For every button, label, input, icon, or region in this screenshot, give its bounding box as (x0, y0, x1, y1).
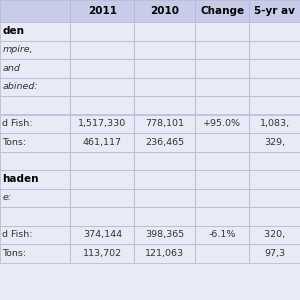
Bar (249, 115, 300, 133)
Bar (195, 115, 249, 133)
Text: haden: haden (2, 174, 39, 184)
Bar (249, 133, 300, 152)
Text: and: and (2, 64, 20, 73)
Text: 2011: 2011 (88, 6, 117, 16)
Bar (195, 22, 249, 40)
Bar (70, 133, 134, 152)
Bar (0, 244, 70, 262)
Bar (134, 115, 195, 133)
Bar (0, 207, 70, 226)
Bar (134, 244, 195, 262)
Bar (195, 244, 249, 262)
Bar (70, 170, 134, 188)
Bar (134, 188, 195, 207)
Text: 329,: 329, (264, 138, 285, 147)
Text: den: den (2, 26, 24, 36)
Bar (195, 133, 249, 152)
Bar (195, 170, 249, 188)
Bar (0, 226, 70, 244)
Bar (134, 152, 195, 170)
Text: Tons:: Tons: (2, 138, 26, 147)
Text: 236,465: 236,465 (145, 138, 184, 147)
Bar (195, 59, 249, 77)
Bar (134, 59, 195, 77)
Text: 97,3: 97,3 (264, 249, 285, 258)
Bar (249, 152, 300, 170)
Text: +95.0%: +95.0% (203, 119, 241, 128)
Bar (134, 22, 195, 40)
Bar (195, 152, 249, 170)
Bar (0, 133, 70, 152)
Bar (0, 22, 70, 40)
Bar (70, 188, 134, 207)
Bar (0, 188, 70, 207)
Bar (134, 207, 195, 226)
Text: -6.1%: -6.1% (208, 230, 236, 239)
Bar (249, 40, 300, 59)
Bar (249, 226, 300, 244)
Text: 1,083,: 1,083, (260, 119, 290, 128)
Bar (195, 96, 249, 115)
Bar (249, 188, 300, 207)
Bar (249, 96, 300, 115)
Text: 121,063: 121,063 (145, 249, 184, 258)
Bar (70, 115, 134, 133)
Bar (134, 133, 195, 152)
Bar (0, 170, 70, 188)
Bar (0, 96, 70, 115)
Bar (0, 0, 70, 22)
Text: 320,⁠: 320,⁠ (264, 230, 285, 239)
Bar (249, 170, 300, 188)
Bar (70, 244, 134, 262)
Bar (0, 59, 70, 77)
Bar (134, 96, 195, 115)
Bar (249, 0, 300, 22)
Text: 113,702: 113,702 (83, 249, 122, 258)
Bar (70, 77, 134, 96)
Bar (195, 207, 249, 226)
Bar (70, 40, 134, 59)
Bar (134, 170, 195, 188)
Bar (0, 152, 70, 170)
Bar (0, 40, 70, 59)
Bar (195, 188, 249, 207)
Bar (70, 0, 134, 22)
Bar (195, 226, 249, 244)
Text: 1,517,330: 1,517,330 (78, 119, 127, 128)
Bar (249, 207, 300, 226)
Text: Tons:: Tons: (2, 249, 26, 258)
Text: 5-yr av⁠: 5-yr av⁠ (254, 6, 295, 16)
Text: d Fish:: d Fish: (2, 119, 33, 128)
Bar (249, 77, 300, 96)
Text: 778,101: 778,101 (145, 119, 184, 128)
Bar (249, 22, 300, 40)
Text: 398,365: 398,365 (145, 230, 184, 239)
Text: 374,144: 374,144 (83, 230, 122, 239)
Bar (195, 40, 249, 59)
Text: 461,117: 461,117 (83, 138, 122, 147)
Bar (249, 244, 300, 262)
Bar (70, 59, 134, 77)
Bar (70, 207, 134, 226)
Bar (134, 0, 195, 22)
Bar (134, 77, 195, 96)
Bar (70, 22, 134, 40)
Bar (195, 0, 249, 22)
Text: e:: e: (2, 193, 11, 202)
Text: Change: Change (200, 6, 244, 16)
Text: abined:: abined: (2, 82, 38, 91)
Bar (249, 59, 300, 77)
Bar (134, 226, 195, 244)
Text: d Fish:: d Fish: (2, 230, 33, 239)
Bar (70, 96, 134, 115)
Text: 2010: 2010 (150, 6, 179, 16)
Bar (195, 77, 249, 96)
Bar (70, 152, 134, 170)
Bar (134, 40, 195, 59)
Bar (70, 226, 134, 244)
Text: mpire,: mpire, (2, 45, 33, 54)
Bar (0, 115, 70, 133)
Bar (0, 77, 70, 96)
